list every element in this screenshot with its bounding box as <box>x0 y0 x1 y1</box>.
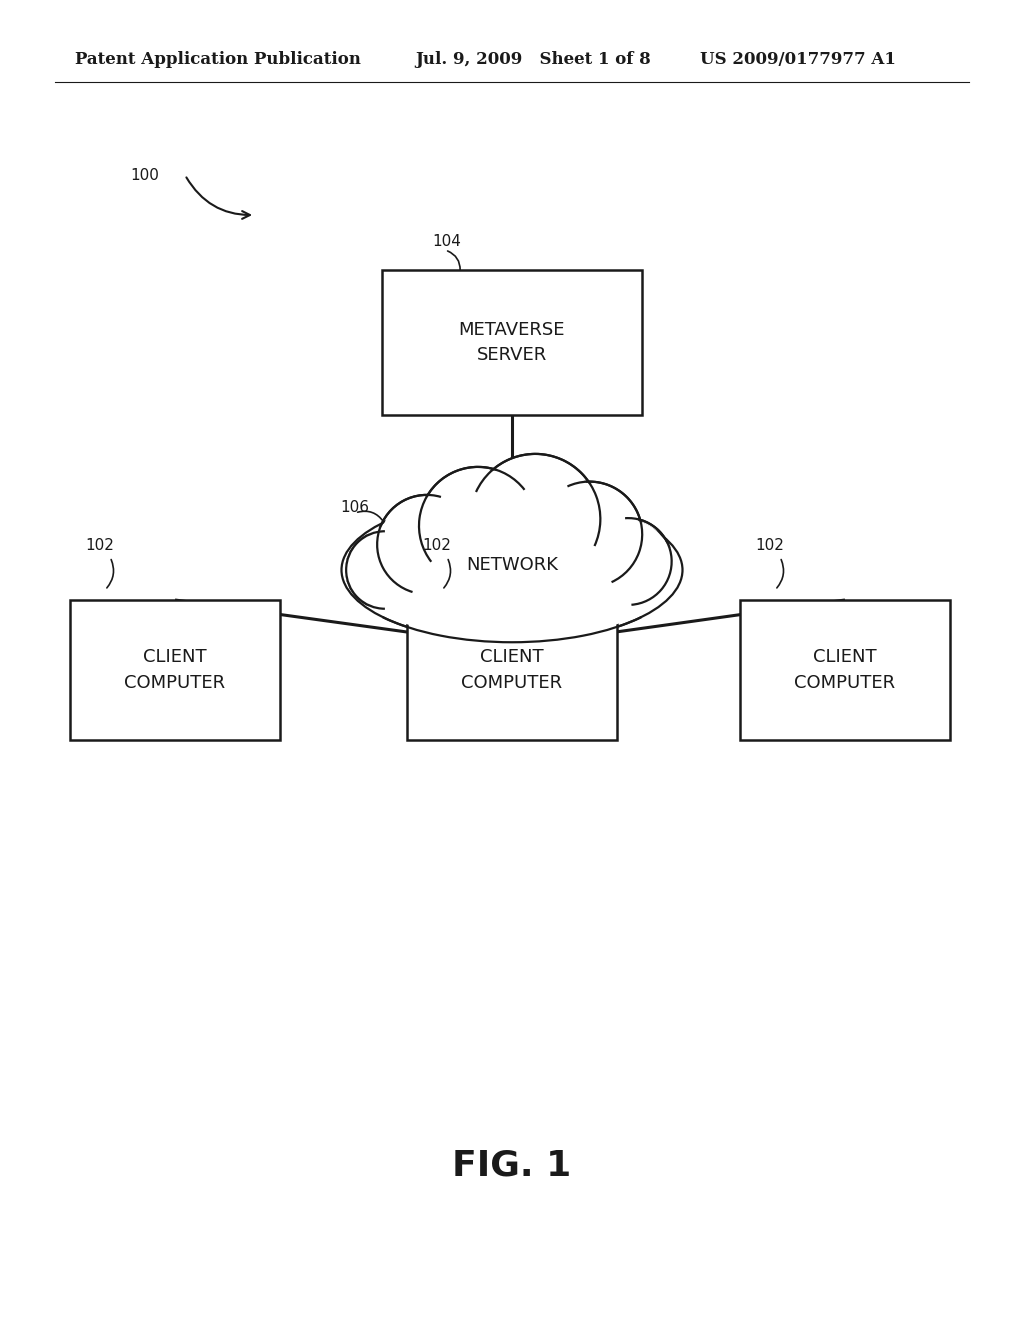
Circle shape <box>587 520 670 603</box>
Text: CLIENT
COMPUTER: CLIENT COMPUTER <box>462 648 562 692</box>
Circle shape <box>348 533 422 607</box>
Text: US 2009/0177977 A1: US 2009/0177977 A1 <box>700 51 896 69</box>
Circle shape <box>585 517 672 605</box>
Text: 102: 102 <box>422 537 451 553</box>
FancyBboxPatch shape <box>407 601 617 741</box>
Text: CLIENT
COMPUTER: CLIENT COMPUTER <box>795 648 896 692</box>
Ellipse shape <box>345 500 679 640</box>
Circle shape <box>537 482 642 587</box>
Text: 102: 102 <box>755 537 784 553</box>
FancyBboxPatch shape <box>382 271 642 414</box>
Text: 102: 102 <box>85 537 114 553</box>
FancyBboxPatch shape <box>740 601 950 741</box>
Text: 100: 100 <box>130 168 159 182</box>
Circle shape <box>379 496 474 593</box>
Text: NETWORK: NETWORK <box>466 556 558 574</box>
FancyBboxPatch shape <box>70 601 280 741</box>
Circle shape <box>473 457 598 582</box>
Circle shape <box>346 531 424 609</box>
Text: Jul. 9, 2009   Sheet 1 of 8: Jul. 9, 2009 Sheet 1 of 8 <box>415 51 650 69</box>
Text: CLIENT
COMPUTER: CLIENT COMPUTER <box>125 648 225 692</box>
Circle shape <box>419 467 537 585</box>
Circle shape <box>470 454 600 583</box>
Text: FIG. 1: FIG. 1 <box>453 1148 571 1181</box>
Ellipse shape <box>341 498 683 643</box>
Circle shape <box>539 483 640 585</box>
Text: 104: 104 <box>432 235 461 249</box>
Circle shape <box>421 469 535 582</box>
Circle shape <box>377 495 476 594</box>
Text: Patent Application Publication: Patent Application Publication <box>75 51 360 69</box>
Text: METAVERSE
SERVER: METAVERSE SERVER <box>459 321 565 364</box>
Text: 106: 106 <box>340 499 369 515</box>
